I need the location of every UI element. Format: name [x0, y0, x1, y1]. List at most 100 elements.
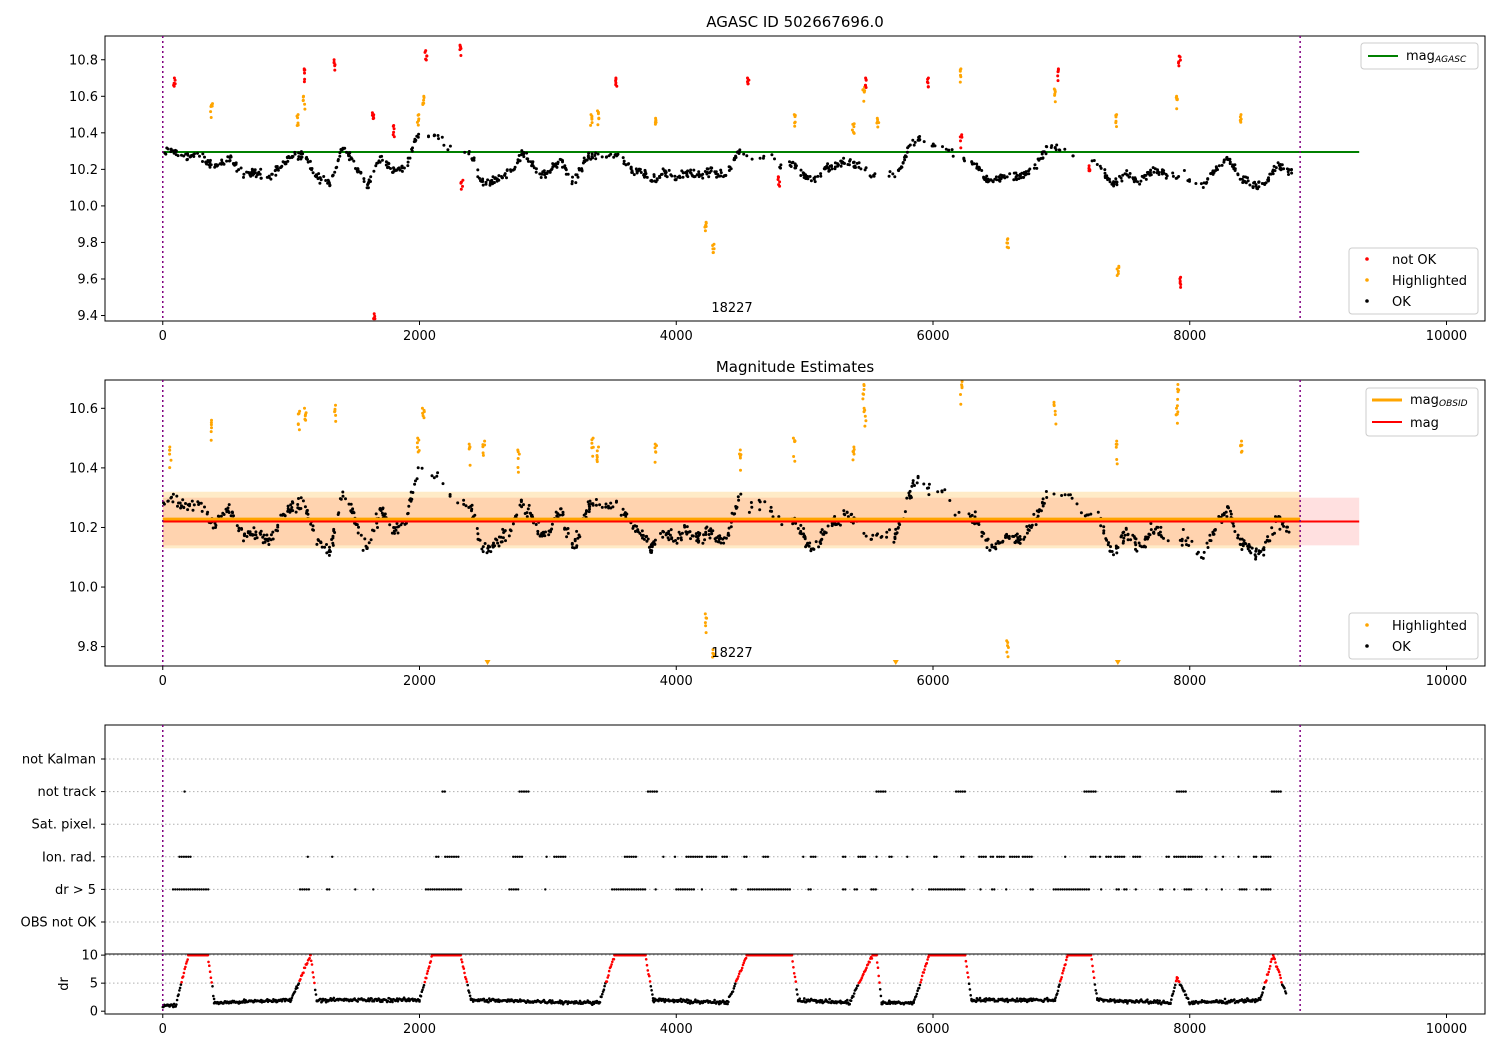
- ok-point: [1287, 530, 1291, 534]
- flag-point: [1221, 855, 1225, 858]
- highlighted-point: [209, 421, 213, 425]
- ok-point: [1220, 163, 1224, 167]
- ok-point: [467, 152, 471, 156]
- ok-point: [289, 503, 293, 507]
- ok-point: [1133, 178, 1137, 182]
- ok-point: [1217, 164, 1221, 168]
- ok-point: [505, 168, 509, 172]
- highlighted-offscale-marker: [484, 660, 491, 666]
- ok-point: [1185, 543, 1188, 547]
- flag-point: [1175, 855, 1178, 858]
- flag-point: [694, 855, 697, 858]
- flag-point: [855, 888, 859, 891]
- ok-point: [793, 162, 797, 166]
- ok-point: [1236, 533, 1240, 537]
- ok-point: [704, 526, 708, 530]
- flag-point: [653, 790, 656, 793]
- flag-point: [451, 888, 454, 891]
- dr-point: [180, 980, 183, 984]
- highlighted-point: [863, 424, 867, 428]
- ok-point: [1262, 548, 1266, 552]
- highlighted-point: [334, 419, 338, 423]
- highlighted-point: [1052, 404, 1056, 408]
- ok-point: [819, 542, 823, 545]
- ok-point: [644, 535, 648, 539]
- ok-point: [336, 158, 340, 161]
- flag-point: [207, 888, 210, 891]
- ok-point: [911, 138, 915, 142]
- dr-point: [468, 994, 472, 998]
- ok-point: [237, 529, 241, 533]
- dr-point: [312, 976, 315, 979]
- ok-point: [201, 160, 204, 163]
- dr-point: [274, 998, 278, 1002]
- ok-point: [780, 523, 784, 527]
- ok-point: [1109, 545, 1112, 549]
- ok-point: [845, 511, 849, 514]
- highlighted-point: [711, 651, 715, 655]
- ok-point: [324, 179, 328, 182]
- ok-point: [823, 530, 826, 534]
- ok-point: [1037, 158, 1041, 162]
- ok-point: [259, 167, 263, 171]
- ok-point: [1007, 537, 1011, 540]
- flag-point: [545, 855, 548, 858]
- ok-point: [1227, 158, 1231, 161]
- dr-point: [482, 997, 486, 1001]
- flag-point: [305, 888, 308, 891]
- ok-point: [1254, 557, 1258, 561]
- ok-point: [416, 466, 420, 470]
- dr-point: [175, 998, 179, 1002]
- ok-point: [673, 174, 677, 178]
- highlighted-point: [1054, 422, 1058, 426]
- y-tick-label: 10.4: [69, 126, 98, 141]
- ok-point: [1205, 180, 1209, 184]
- flag-point: [520, 790, 523, 793]
- notok-point: [459, 54, 463, 57]
- flag-point: [1114, 855, 1117, 858]
- ok-point: [367, 541, 371, 545]
- ok-point: [983, 178, 987, 182]
- dr-point: [1176, 976, 1179, 980]
- ok-point: [560, 513, 564, 517]
- ok-point: [702, 533, 706, 537]
- ok-point: [1246, 179, 1250, 183]
- flag-point: [1023, 855, 1027, 858]
- dr-point: [386, 999, 390, 1003]
- ok-point: [732, 156, 736, 160]
- highlighted-point: [792, 455, 796, 458]
- dr-point: [1090, 958, 1093, 961]
- ok-point: [254, 175, 258, 179]
- ok-point: [589, 157, 593, 161]
- ok-point: [1111, 181, 1115, 185]
- ok-point: [541, 170, 545, 174]
- notok-point: [302, 68, 306, 72]
- dr-point: [428, 965, 431, 968]
- dr-point: [920, 978, 923, 982]
- flag-point: [723, 855, 726, 858]
- ok-point: [1248, 183, 1252, 187]
- x-tick-label: 2000: [403, 1022, 436, 1037]
- panel1-legend-top: mag AGASC: [1360, 42, 1479, 70]
- ok-point: [566, 172, 570, 176]
- flag-point: [325, 888, 329, 891]
- ok-point: [1127, 175, 1131, 179]
- flag-point: [200, 888, 203, 891]
- dr-point: [855, 986, 858, 990]
- ok-point: [432, 476, 436, 480]
- ok-point: [1262, 182, 1266, 186]
- flag-point: [884, 790, 887, 793]
- ok-point: [456, 501, 460, 505]
- flag-point: [861, 855, 865, 858]
- ok-point: [819, 530, 823, 534]
- ok-point: [1038, 508, 1041, 512]
- ok-point: [1063, 147, 1067, 151]
- ok-point: [1211, 532, 1215, 536]
- flag-point: [435, 888, 439, 891]
- notok-point: [778, 180, 782, 184]
- ok-point: [556, 162, 560, 166]
- dr-point: [1186, 997, 1190, 1000]
- notok-point: [926, 85, 930, 89]
- flag-point: [1065, 888, 1069, 891]
- ok-point: [574, 181, 578, 185]
